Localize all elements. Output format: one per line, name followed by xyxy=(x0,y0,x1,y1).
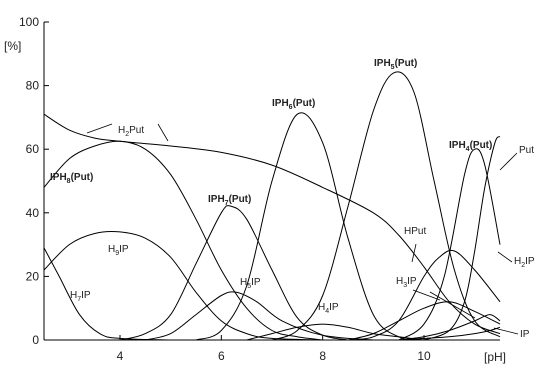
y-tick-label: 80 xyxy=(26,79,40,93)
curve-h9ip xyxy=(43,230,323,341)
curve-iph8-put xyxy=(43,140,323,341)
curves-layer xyxy=(43,71,501,341)
leader-line xyxy=(411,243,417,263)
label-iph8: IPH8(Put) xyxy=(50,172,93,185)
label-h9ip: H9IP xyxy=(108,244,129,257)
label-hput: HPut xyxy=(404,226,426,237)
leader-line xyxy=(429,291,476,319)
annotation-layer: H2Put IPH8(Put) H9IP H7IP IPH7(Put) H5IP IPH6(… xyxy=(50,58,535,340)
curve-iph4-put xyxy=(398,148,501,341)
label-h4ip: H4IP xyxy=(318,302,339,315)
y-tick-label: 0 xyxy=(32,333,39,347)
label-h5ip: H5IP xyxy=(240,277,261,290)
label-iph5: IPH5(Put) xyxy=(374,58,417,71)
x-axis-label: [pH] xyxy=(484,350,506,364)
x-tick-label: 4 xyxy=(117,349,124,363)
x-tick-label: 8 xyxy=(319,349,326,363)
curve-h5ip xyxy=(145,291,374,341)
leader-line xyxy=(493,327,519,335)
label-h3ip: H3IP xyxy=(396,276,417,289)
label-iph6: IPH6(Put) xyxy=(272,98,315,111)
leader-line xyxy=(157,123,169,142)
label-iph4: IPH4(Put) xyxy=(449,140,492,153)
label-iph7: IPH7(Put) xyxy=(208,194,251,207)
curve-iph6-put xyxy=(195,112,425,341)
curve-iph7-put xyxy=(119,204,349,341)
curve-h3ip xyxy=(347,301,501,341)
curve-h2ip xyxy=(398,314,501,341)
leader-line xyxy=(499,152,518,171)
label-h2ip: H2IP xyxy=(514,256,535,269)
label-put: Put xyxy=(519,145,534,156)
curve-h2put xyxy=(43,113,501,335)
y-tick-label: 100 xyxy=(19,15,39,29)
curve-ip xyxy=(398,326,501,341)
y-axis-label: [%] xyxy=(4,39,21,53)
leader-line xyxy=(497,251,513,263)
curve-iph5-put xyxy=(271,71,501,341)
x-tick-label: 10 xyxy=(417,349,431,363)
label-h7ip: H7IP xyxy=(70,290,91,303)
curve-h7ip xyxy=(43,247,171,341)
tick-layer: 0 20 40 60 80 100 4 6 8 10 xyxy=(19,15,431,363)
leader-lines xyxy=(86,123,519,335)
y-tick-label: 60 xyxy=(26,142,40,156)
curve-h4ip xyxy=(246,323,425,341)
label-h2put: H2Put xyxy=(118,125,144,138)
curve-hput xyxy=(347,249,501,341)
leader-line xyxy=(412,289,441,301)
y-tick-label: 20 xyxy=(26,269,40,283)
x-tick-label: 6 xyxy=(218,349,225,363)
curve-put xyxy=(423,136,501,341)
label-ip: IP xyxy=(520,329,530,340)
leader-line xyxy=(86,123,113,134)
y-tick-label: 40 xyxy=(26,206,40,220)
